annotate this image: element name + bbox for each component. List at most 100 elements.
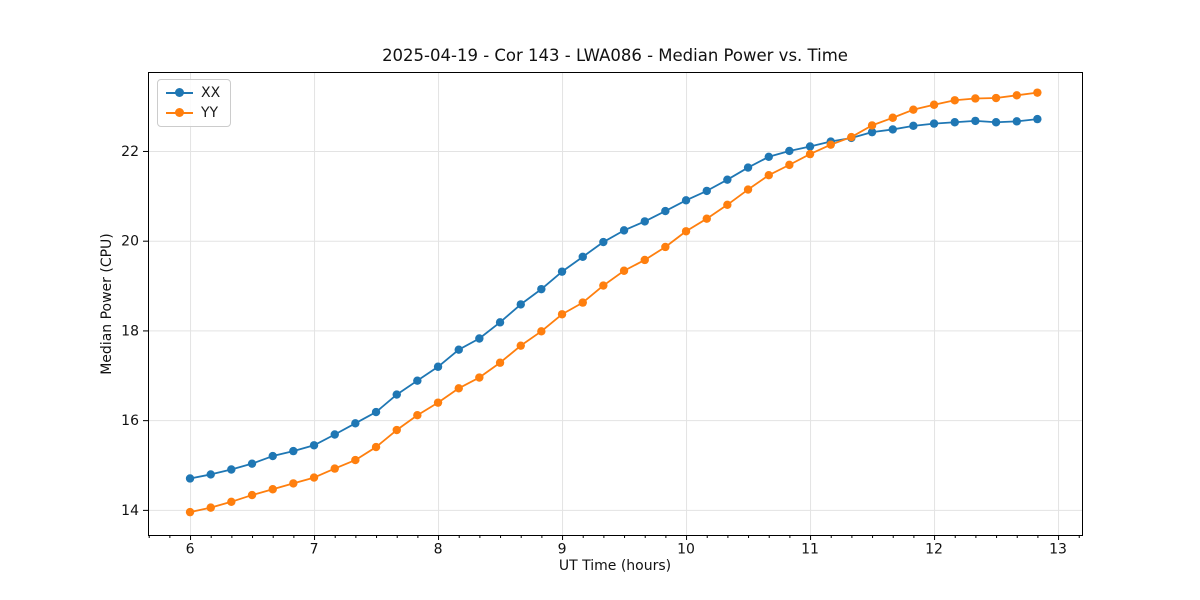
data-point-marker <box>330 464 339 473</box>
data-point-marker <box>764 170 773 180</box>
data-point-marker <box>475 373 484 382</box>
data-point-marker <box>495 358 505 367</box>
series-xx <box>185 114 1042 483</box>
data-point-marker <box>991 93 1001 103</box>
data-point-marker <box>309 473 319 482</box>
data-point-marker <box>950 118 959 127</box>
data-point-marker <box>599 281 608 290</box>
data-point-marker <box>475 334 484 343</box>
data-point-marker <box>867 127 877 137</box>
x-axis-label: UT Time (hours) <box>558 558 672 574</box>
legend-marker-xx <box>166 88 193 98</box>
legend-item-yy: YY <box>166 105 220 121</box>
gridlines <box>148 72 1082 535</box>
data-point-marker <box>247 490 257 500</box>
data-point-marker <box>537 327 546 336</box>
data-point-marker <box>681 227 691 236</box>
x-tick-label: 7 <box>310 542 319 558</box>
data-point-marker <box>888 125 897 134</box>
x-tick-label: 6 <box>186 542 195 558</box>
x-tick-label: 13 <box>1049 542 1067 558</box>
data-point-marker <box>640 217 649 226</box>
data-point-marker <box>1012 91 1021 100</box>
legend-marker-yy <box>166 108 193 118</box>
x-tick-label: 9 <box>558 542 567 558</box>
data-point-marker <box>929 100 939 109</box>
data-point-marker <box>433 398 443 407</box>
data-point-marker <box>867 121 877 130</box>
data-point-marker <box>971 94 980 103</box>
data-point-marker <box>454 384 463 393</box>
legend: XX YY <box>157 79 232 127</box>
x-axis: 6 7 8 9 10 11 12 13 <box>148 535 1080 558</box>
y-axis-label: Median Power (CPU) <box>99 233 115 375</box>
x-tick-label: 8 <box>434 542 443 558</box>
data-point-marker <box>516 300 525 309</box>
data-point-marker <box>805 142 815 151</box>
data-point-marker <box>888 113 897 122</box>
data-point-marker <box>516 341 525 350</box>
data-point-marker <box>847 132 856 142</box>
data-point-marker <box>1033 114 1042 124</box>
data-point-marker <box>247 459 257 468</box>
data-point-marker <box>619 226 629 235</box>
data-point-marker <box>185 507 195 517</box>
data-point-marker <box>185 474 195 483</box>
data-point-marker <box>495 318 505 327</box>
data-point-marker <box>909 105 918 114</box>
data-point-marker <box>289 446 298 456</box>
data-point-marker <box>578 298 587 307</box>
data-point-marker <box>950 96 959 105</box>
data-point-marker <box>392 390 401 399</box>
data-point-marker <box>433 362 443 371</box>
data-point-marker <box>785 160 794 170</box>
data-point-marker <box>1033 88 1042 97</box>
data-point-marker <box>557 267 567 276</box>
data-point-marker <box>537 284 546 294</box>
legend-label-xx: XX <box>201 85 221 101</box>
x-tick-label: 10 <box>677 542 695 558</box>
data-point-marker <box>206 503 215 512</box>
data-point-marker <box>268 451 277 461</box>
legend-item-xx: XX <box>166 85 220 101</box>
data-point-marker <box>330 430 339 439</box>
data-point-marker <box>764 152 773 161</box>
series-yy <box>185 88 1042 517</box>
y-tick-label: 18 <box>121 323 139 339</box>
chart-title: 2025-04-19 - Cor 143 - LWA086 - Median P… <box>382 46 848 65</box>
data-point-marker <box>413 376 422 385</box>
legend-label-yy: YY <box>201 105 219 121</box>
data-point-marker <box>371 442 381 452</box>
data-point-marker <box>743 163 753 172</box>
data-point-marker <box>723 175 732 184</box>
data-point-marker <box>909 121 918 131</box>
data-point-marker <box>661 206 670 216</box>
data-point-marker <box>723 200 732 209</box>
data-point-marker <box>805 149 815 159</box>
data-point-marker <box>1012 117 1021 126</box>
x-tick-label: 12 <box>925 542 943 558</box>
y-axis: 14 16 18 20 22 <box>121 144 148 519</box>
data-point-marker <box>309 441 319 450</box>
data-point-marker <box>743 185 753 194</box>
data-point-marker <box>289 479 298 488</box>
x-tick-label: 11 <box>801 542 819 558</box>
data-point-marker <box>826 140 835 149</box>
data-point-marker <box>619 266 629 275</box>
data-point-marker <box>206 470 215 479</box>
data-point-marker <box>661 242 670 252</box>
data-point-marker <box>785 146 794 156</box>
data-point-marker <box>557 310 567 319</box>
data-point-marker <box>578 252 587 262</box>
data-point-marker <box>702 186 711 196</box>
data-point-marker <box>971 116 980 126</box>
data-point-marker <box>702 214 711 223</box>
data-point-marker <box>392 425 401 435</box>
y-tick-label: 14 <box>121 503 139 519</box>
y-tick-label: 16 <box>121 413 139 429</box>
data-point-marker <box>351 419 360 428</box>
data-point-marker <box>599 237 608 247</box>
plot-border <box>148 72 1083 536</box>
